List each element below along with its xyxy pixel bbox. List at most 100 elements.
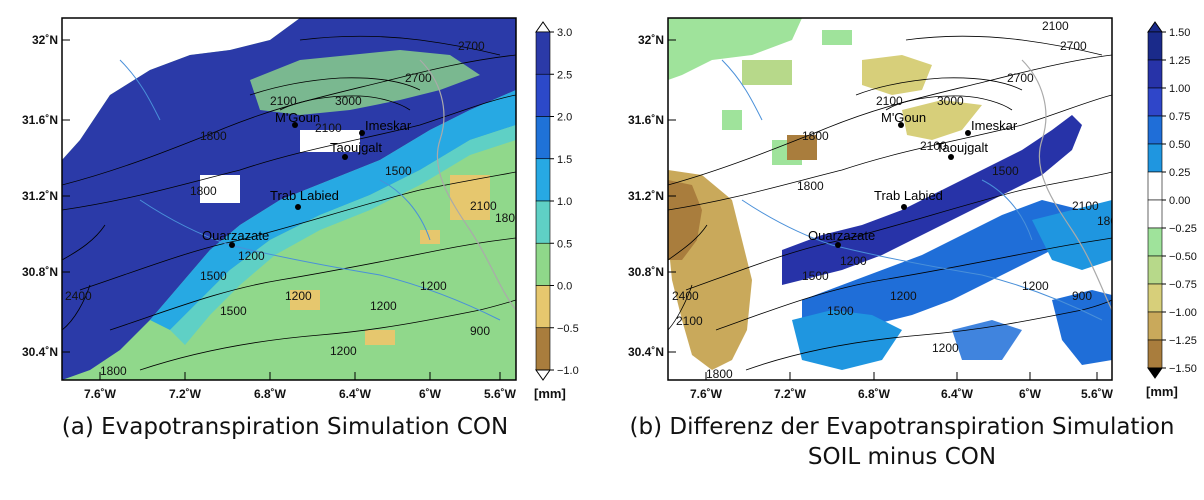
contour-label: 1200 <box>890 289 917 303</box>
map-a-high-et-region <box>62 18 516 380</box>
place-label-mgoun: M'Goun <box>275 110 320 125</box>
colorbar-tick-label: 0.25 <box>1169 167 1190 179</box>
colorbar-tick-label: −1.25 <box>1169 335 1197 347</box>
colorbar-tick-label: 1.5 <box>557 154 572 166</box>
contour-label: 1500 <box>385 164 412 178</box>
colorbar-tick-label: 0.00 <box>1169 195 1190 207</box>
caption-b-line1: (b) Differenz der Evapotranspiration Sim… <box>629 414 1175 440</box>
lon-label: 7.6˚W <box>690 387 723 401</box>
contour-label: 2700 <box>1007 71 1034 85</box>
colorbar-unit: [mm] <box>1146 384 1178 399</box>
place-label-ouarzazate: Ouarzazate <box>202 228 269 243</box>
colorbar-tick-label: 3.0 <box>557 27 572 39</box>
lat-label: 30.4˚N <box>22 345 58 359</box>
map-a-border <box>419 59 516 311</box>
colorbar-swatch <box>1147 143 1163 173</box>
colorbar-arrow-top <box>535 21 551 33</box>
colorbar-swatch <box>535 31 551 75</box>
place-label-taoujgalt: Taoujgalt <box>936 140 988 155</box>
colorbar-swatch <box>535 327 551 371</box>
contour-label: 2100 <box>470 199 497 213</box>
lon-label: 7.6˚W <box>84 387 117 401</box>
map-b-svg: 2700 2100 2700 2100 3000 2100 1800 1800 … <box>628 17 1197 401</box>
contour-label: 1800 <box>706 367 733 381</box>
contour-label: 2100 <box>315 121 342 135</box>
lat-label: 30.8˚N <box>22 265 58 279</box>
place-dot-taoujgalt <box>948 154 954 160</box>
place-label-imeskar: Imeskar <box>971 118 1018 133</box>
lon-label: 6˚W <box>1019 387 1042 401</box>
map-a-low-et-region <box>170 125 516 345</box>
contour-label: 1800 <box>1097 214 1124 228</box>
map-b-ticks <box>668 39 1098 380</box>
map-b-pos-patch <box>722 110 742 130</box>
colorbar-swatch <box>1147 255 1163 285</box>
map-a-mid-et-region <box>150 90 516 330</box>
colorbar-tick-label: 0.75 <box>1169 111 1190 123</box>
contour-label: 2100 <box>920 139 947 153</box>
place-dot-ouarzazate <box>229 242 235 248</box>
contour-label: 1200 <box>1022 279 1049 293</box>
place-label-trab-labied: Trab Labied <box>874 188 943 203</box>
map-a-svg: 2700 2700 2100 3000 2100 1800 1800 1500 … <box>22 17 579 401</box>
lon-label: 6˚W <box>419 387 442 401</box>
lat-label: 31.2˚N <box>628 189 664 203</box>
contour-label: 3000 <box>937 94 964 108</box>
colorbar-swatch <box>1147 311 1163 341</box>
contour-label: 3000 <box>335 94 362 108</box>
map-b-frame <box>667 17 1113 381</box>
contour-label: 1800 <box>200 129 227 143</box>
colorbar-swatch <box>535 200 551 244</box>
caption-a-line1: (a) Evapotranspiration Simulation CON <box>61 414 509 440</box>
lon-label: 6.8˚W <box>254 387 287 401</box>
lon-label: 6.4˚W <box>941 387 974 401</box>
caption-a: (a) Evapotranspiration Simulation CON <box>60 412 510 442</box>
map-b-contours <box>668 35 1112 371</box>
map-a-mountain-green <box>250 50 480 115</box>
contour-label: 2400 <box>672 289 699 303</box>
contour-label: 1800 <box>797 179 824 193</box>
colorbar-tick-label: 0.0 <box>557 281 572 293</box>
lat-label: 31.2˚N <box>22 189 58 203</box>
map-a-rivers <box>119 59 501 321</box>
contour-label: 1800 <box>100 364 127 378</box>
map-a-nodata-patch <box>200 175 240 203</box>
contour-label: 1800 <box>802 129 829 143</box>
colorbar-tick-label: 1.00 <box>1169 83 1190 95</box>
place-dot-mgoun <box>898 122 904 128</box>
contour-label: 900 <box>1072 289 1092 303</box>
map-b-pos-region <box>802 200 1082 330</box>
contour-label: 1500 <box>220 304 247 318</box>
lon-label: 6.8˚W <box>858 387 891 401</box>
map-a-negative-patch <box>290 290 320 310</box>
map-b-pos-patch <box>822 30 852 45</box>
map-a-nodata-patch <box>300 130 360 152</box>
colorbar-tick-label: −0.75 <box>1169 279 1197 291</box>
map-b-rivers <box>721 59 1103 321</box>
lat-label: 30.4˚N <box>628 345 664 359</box>
map-b-pos-patch <box>742 60 792 85</box>
colorbar-swatch <box>535 116 551 160</box>
colorbar-swatch <box>535 285 551 329</box>
contour-label: 2100 <box>1072 199 1099 213</box>
colorbar-a: 3.0 2.5 2.0 1.5 1.0 0.5 0.0 −0.5 −1.0 [mm] <box>534 21 579 401</box>
colorbar-swatch <box>1147 115 1163 145</box>
colorbar-tick-label: −1.0 <box>557 365 579 377</box>
colorbar-tick-label: 2.0 <box>557 112 572 124</box>
lat-label: 30.8˚N <box>628 265 664 279</box>
panel-a: 2700 2700 2100 3000 2100 1800 1800 1500 … <box>0 0 600 500</box>
place-dot-trab-labied <box>295 204 301 210</box>
colorbar-swatch <box>1147 283 1163 313</box>
place-dot-imeskar <box>359 130 365 136</box>
contour-label: 1200 <box>370 299 397 313</box>
contour-label: 1800 <box>495 211 522 225</box>
map-a-negative-patch <box>450 175 490 220</box>
colorbar-tick-label: 1.50 <box>1169 27 1190 39</box>
colorbar-swatch <box>535 242 551 286</box>
contour-label: 2100 <box>876 94 903 108</box>
map-b-pos-region <box>792 310 902 370</box>
map-b-neg-region <box>902 100 982 140</box>
caption-b-line2: SOIL minus CON <box>807 444 997 470</box>
contour-label: 2700 <box>1060 39 1087 53</box>
lon-label: 5.6˚W <box>484 387 517 401</box>
